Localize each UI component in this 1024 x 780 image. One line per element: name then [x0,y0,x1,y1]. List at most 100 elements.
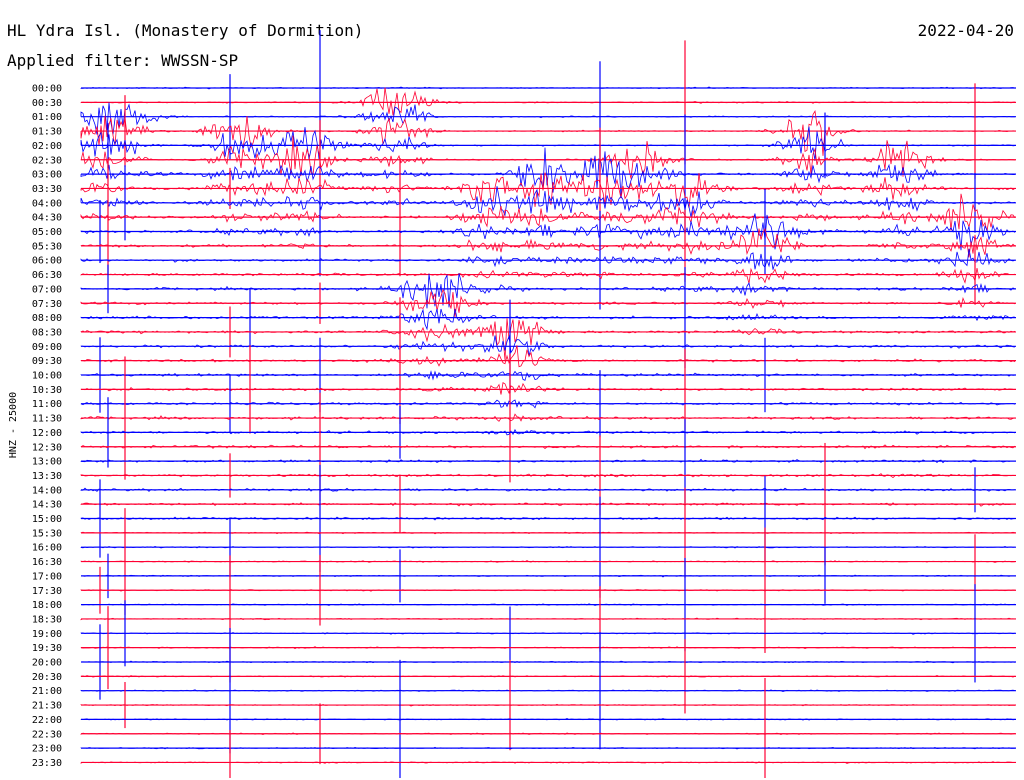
seismic-trace [80,87,1016,116]
seismic-trace [80,172,1016,209]
seismic-trace [80,646,1016,650]
time-tick-label: 15:30 [32,528,62,539]
time-tick-label: 11:30 [32,414,62,425]
seismic-trace [80,761,1016,764]
seismic-trace [80,370,1016,381]
time-tick-label: 03:00 [32,170,62,181]
time-tick-label: 04:00 [32,198,62,209]
time-tick-label: 19:30 [32,643,62,654]
seismic-trace [80,126,1016,161]
seismic-trace [80,147,1016,198]
time-tick-label: 12:00 [32,428,62,439]
time-tick-label: 08:00 [32,313,62,324]
seismic-trace [80,675,1016,678]
chart-title: HL Ydra Isl. (Monastery of Dormition) [7,21,363,40]
time-tick-label: 10:00 [32,371,62,382]
time-tick-label: 15:00 [32,514,62,525]
trace-group [80,30,1016,778]
seismic-trace [80,502,1016,507]
time-tick-label: 00:30 [32,98,62,109]
seismic-trace [80,574,1015,578]
time-tick-label: 04:30 [32,213,62,224]
y-axis-label: HNZ - 25000 [8,392,19,458]
seismic-trace [80,718,1016,721]
time-tick-label: 22:00 [32,715,62,726]
time-tick-label: 23:00 [32,744,62,755]
time-tick-label: 17:00 [32,571,62,582]
time-tick-label: 14:00 [32,485,62,496]
time-tick-label: 01:30 [32,127,62,138]
seismic-trace [80,603,1016,606]
seismic-trace [80,335,1016,356]
time-tick-label: 00:00 [32,84,62,95]
time-tick-label: 07:30 [32,299,62,310]
seismic-trace [80,746,1016,750]
time-tick-label: 13:30 [32,471,62,482]
time-tick-label: 08:30 [32,327,62,338]
seismic-trace [80,318,1016,360]
seismic-trace [80,589,1016,592]
seismic-trace [80,193,1016,232]
time-tick-label: 20:00 [32,658,62,669]
seismic-trace [80,308,1016,331]
time-tick-label: 09:30 [32,356,62,367]
seismic-trace [80,689,1016,693]
seismic-trace [80,516,1016,521]
seismic-trace [80,458,1015,464]
time-tick-label: 02:30 [32,155,62,166]
time-tick-label: 03:30 [32,184,62,195]
seismic-trace [80,444,1016,450]
time-tick-label: 11:00 [32,399,62,410]
seismic-trace [80,86,1016,90]
chart-date: 2022-04-20 [918,21,1014,40]
seismic-trace [80,273,1016,309]
time-tick-label: 16:00 [32,543,62,554]
chart-subtitle: Applied filter: WWSSN-SP [7,51,238,70]
time-tick-label: 07:00 [32,284,62,295]
seismic-trace [80,428,1016,436]
time-tick-label: 06:00 [32,256,62,267]
seismic-trace [80,413,1016,422]
seismic-trace [80,560,1016,563]
seismic-trace [80,248,1016,270]
seismic-trace [80,473,1016,479]
time-tick-label: 18:00 [32,600,62,611]
seismic-trace [80,382,1016,395]
time-tick-label: 19:00 [32,629,62,640]
time-tick-label: 05:00 [32,227,62,238]
seismic-trace [80,135,1016,179]
seismic-trace [80,487,1016,492]
seismic-trace [80,703,1015,707]
seismic-trace [80,213,1016,251]
time-tick-label: 10:30 [32,385,62,396]
seismic-trace [80,732,1016,736]
seismic-trace [80,545,1016,549]
time-tick-label: 21:30 [32,701,62,712]
seismic-trace [80,186,1016,218]
time-tick-label: 13:00 [32,457,62,468]
seismic-trace [80,399,1016,409]
time-tick-label: 21:00 [32,686,62,697]
seismic-trace [80,110,1016,156]
seismic-trace [80,632,1016,635]
time-tick-label: 14:30 [32,500,62,511]
time-tick-labels: 00:00 00:30 01:00 01:30 02:00 02:30 03:00 03:30… [32,84,62,769]
seismic-trace [80,345,1016,368]
time-tick-label: 05:30 [32,241,62,252]
time-tick-label: 12:30 [32,442,62,453]
time-tick-label: 09:00 [32,342,62,353]
seismic-trace [80,288,1016,318]
time-tick-label: 22:30 [32,729,62,740]
seismic-trace [80,617,1016,621]
time-tick-label: 16:30 [32,557,62,568]
time-tick-label: 18:30 [32,614,62,625]
time-tick-label: 02:00 [32,141,62,152]
time-tick-label: 20:30 [32,672,62,683]
seismic-trace [80,267,1016,284]
seismic-trace [80,660,1016,664]
seismic-trace [80,531,1016,535]
time-tick-label: 06:30 [32,270,62,281]
seismic-trace [80,227,1016,258]
time-tick-label: 23:30 [32,758,62,769]
